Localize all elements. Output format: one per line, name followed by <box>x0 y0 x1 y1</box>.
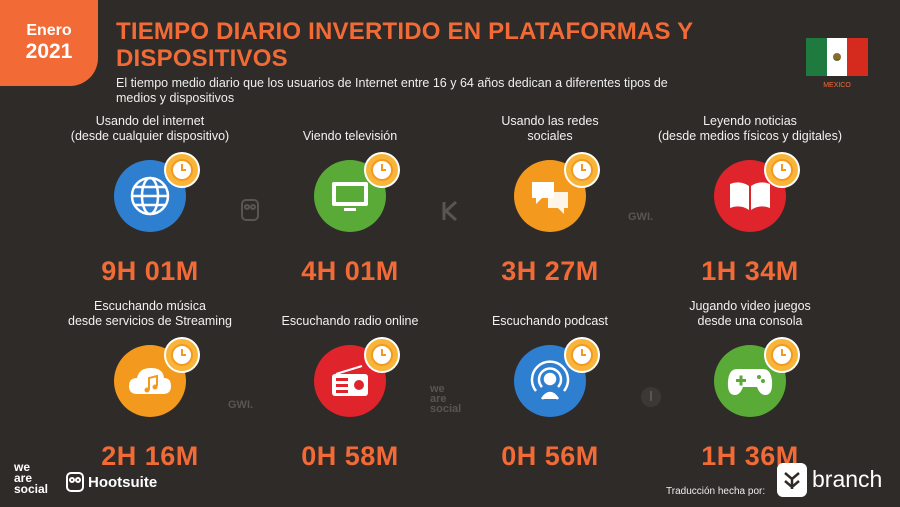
hootsuite-logo: Hootsuite <box>88 474 158 491</box>
clock-icon <box>564 337 600 373</box>
date-badge: Enero 2021 <box>0 0 98 86</box>
card-console: Jugando video juegos desde una consola 1… <box>650 295 850 472</box>
branch-logo: branch <box>812 466 883 492</box>
card-value: 1H 34M <box>701 256 799 286</box>
kepios-watermark-icon <box>440 200 460 227</box>
wearesocial-watermark: we are social <box>430 383 462 415</box>
hootsuite-owl-icon <box>66 472 84 497</box>
card-tv: Viendo televisión 4H 01M <box>250 110 450 287</box>
branch-logo-icon <box>777 463 807 497</box>
owl-watermark-icon <box>240 198 260 227</box>
card-value: 2H 16M <box>101 441 199 471</box>
card-label: Leyendo noticias (desde medios físicos y… <box>657 114 843 143</box>
card-label: Escuchando podcast <box>491 314 609 328</box>
card-value: 0H 58M <box>301 441 399 471</box>
card-podcast: Escuchando podcast 0H 56M <box>450 295 650 472</box>
card-label: Usando del internet (desde cualquier dis… <box>70 114 230 143</box>
gwi-watermark: GWI. <box>628 211 654 223</box>
card-label: Viendo televisión <box>302 129 398 143</box>
mexico-flag-icon <box>806 38 869 76</box>
date-month: Enero <box>26 22 72 39</box>
card-radio: Escuchando radio online 0H 58M <box>250 295 450 472</box>
clock-icon <box>564 152 600 188</box>
card-news: Leyendo noticias (desde medios físicos y… <box>650 110 850 287</box>
card-label: Usando las redes sociales <box>501 114 599 143</box>
card-music: Escuchando música desde servicios de Str… <box>50 295 250 472</box>
country-label: MEXICO <box>823 82 851 89</box>
clock-icon <box>364 337 400 373</box>
card-value: 3H 27M <box>501 256 599 286</box>
translated-by-label: Traducción hecha por: <box>666 486 766 497</box>
clock-icon <box>164 152 200 188</box>
clock-icon <box>164 337 200 373</box>
card-label: Escuchando música desde servicios de Str… <box>68 299 232 328</box>
radio-icon <box>314 345 386 417</box>
page-title: TIEMPO DIARIO INVERTIDO EN PLATAFORMAS Y… <box>116 18 693 72</box>
card-value: 0H 56M <box>501 441 599 471</box>
card-internet: Usando del internet (desde cualquier dis… <box>50 110 250 287</box>
date-year: 2021 <box>25 40 73 63</box>
clock-icon <box>364 152 400 188</box>
card-social: Usando las redes sociales 3H 27M <box>450 110 650 287</box>
gamepad-icon <box>714 345 786 417</box>
meltwater-watermark-icon <box>640 386 662 413</box>
page-subtitle: El tiempo medio diario que los usuarios … <box>116 76 668 105</box>
card-label: Jugando video juegos desde una consola <box>689 299 811 328</box>
gwi-watermark: GWI. <box>228 399 254 411</box>
card-value: 9H 01M <box>101 256 199 286</box>
clock-icon <box>764 337 800 373</box>
card-label: Escuchando radio online <box>281 314 419 328</box>
wearesocial-logo: we are social <box>14 460 49 496</box>
card-value: 4H 01M <box>301 256 399 286</box>
clock-icon <box>764 152 800 188</box>
